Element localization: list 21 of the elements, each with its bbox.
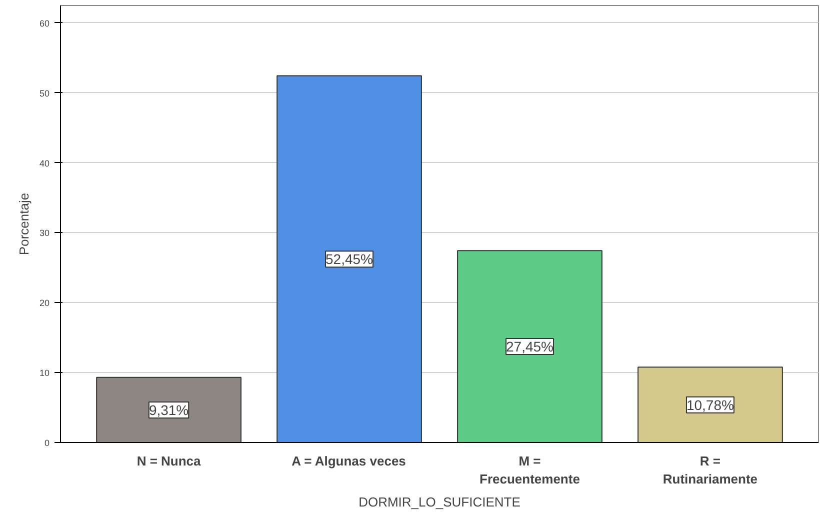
- y-axis-title: Porcentaje: [16, 192, 32, 256]
- x-tick-label: R = Rutinariamente: [662, 454, 758, 486]
- y-tick-label: 30: [39, 228, 50, 238]
- data-label: 10,78%: [686, 396, 734, 413]
- x-tick-label: A = Algunas veces: [292, 454, 406, 468]
- y-tick-label: 10: [39, 368, 50, 378]
- data-label: 9,31%: [148, 402, 189, 418]
- bar: [457, 250, 602, 442]
- data-label: 27,45%: [506, 338, 554, 355]
- y-tick-label: 50: [39, 88, 50, 98]
- y-tick-label: 20: [39, 298, 50, 308]
- data-label: 52,45%: [326, 251, 374, 268]
- bar: [638, 366, 783, 442]
- bar: [276, 75, 422, 442]
- x-tick-label: N = Nunca: [136, 454, 202, 468]
- x-tick-label: M = Frecuentemente: [480, 454, 580, 486]
- y-tick-label: 40: [39, 158, 50, 168]
- x-axis-title: DORMIR_LO_SUFICIENTE: [358, 494, 521, 510]
- y-tick-label: 60: [39, 18, 50, 28]
- y-tick-label: 0: [44, 438, 50, 448]
- bar: [96, 376, 242, 442]
